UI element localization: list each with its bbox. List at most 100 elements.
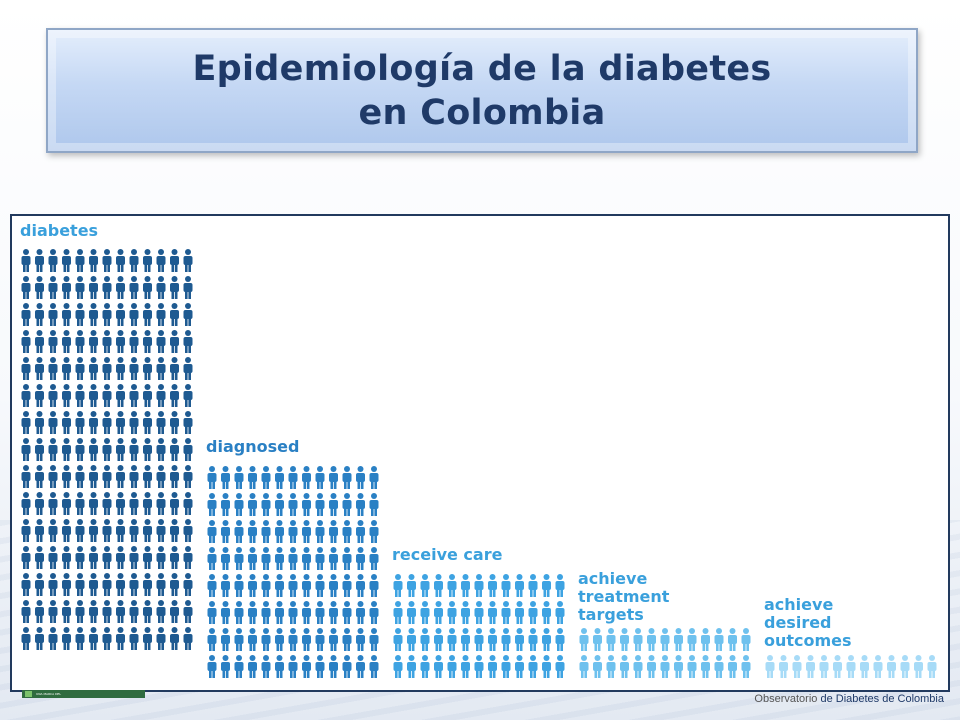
person-icon — [302, 520, 311, 543]
person-icon — [275, 574, 284, 597]
person-icon — [342, 520, 352, 543]
person-icon — [248, 493, 257, 516]
person-icon — [261, 628, 271, 651]
stage-label-achieve-desired-outcomes: achieve desired outcomes — [764, 595, 852, 650]
person-icon — [606, 655, 616, 678]
person-icon — [183, 600, 193, 623]
person-icon — [129, 438, 139, 461]
person-icon — [62, 303, 71, 326]
person-icon — [248, 466, 257, 489]
person-icon — [275, 655, 284, 678]
person-icon — [143, 438, 152, 461]
person-icon — [315, 493, 325, 516]
person-icon — [356, 628, 365, 651]
person-icon — [234, 601, 244, 624]
person-icon — [647, 655, 656, 678]
person-icon — [329, 466, 338, 489]
infographic-panel: diabetes diagnosed receive care achieve … — [10, 214, 950, 692]
person-icon — [806, 655, 815, 678]
person-icon — [62, 411, 71, 434]
stage-label-diagnosed: diagnosed — [206, 437, 300, 456]
person-icon — [116, 492, 125, 515]
person-icon — [89, 357, 98, 380]
person-icon — [48, 492, 58, 515]
person-icon — [35, 384, 44, 407]
person-icon — [21, 573, 31, 596]
person-icon — [488, 628, 497, 651]
person-icon — [75, 303, 85, 326]
title-banner: Epidemiología de la diabetes en Colombia — [46, 28, 918, 153]
person-icon — [75, 276, 85, 299]
person-icon — [234, 547, 244, 570]
person-icon — [129, 357, 139, 380]
person-icon — [129, 330, 139, 353]
person-icon — [102, 249, 112, 272]
person-icon — [447, 655, 457, 678]
person-icon — [183, 519, 193, 542]
person-icon — [48, 438, 58, 461]
person-icon — [143, 357, 152, 380]
person-icon — [156, 627, 166, 650]
stage-label-diabetes: diabetes — [20, 221, 99, 240]
person-icon — [48, 519, 58, 542]
person-icon — [143, 627, 152, 650]
person-icon — [48, 573, 58, 596]
person-icon — [833, 655, 842, 678]
person-icon — [369, 466, 379, 489]
person-icon — [48, 600, 58, 623]
person-icon — [62, 573, 71, 596]
person-icon — [234, 520, 244, 543]
person-icon — [183, 573, 193, 596]
person-icon — [474, 601, 484, 624]
person-icon — [89, 546, 98, 569]
person-icon — [288, 628, 298, 651]
person-icon — [170, 438, 179, 461]
person-icon — [21, 465, 31, 488]
person-icon — [860, 655, 869, 678]
person-icon — [35, 573, 44, 596]
person-icon — [102, 357, 112, 380]
person-icon — [170, 411, 179, 434]
person-icon — [207, 574, 217, 597]
person-icon — [116, 357, 125, 380]
person-icon — [170, 519, 179, 542]
person-icon — [48, 303, 58, 326]
person-icon — [21, 627, 31, 650]
person-icon — [221, 520, 230, 543]
person-icon — [221, 628, 230, 651]
person-icon — [129, 384, 139, 407]
person-icon — [555, 574, 565, 597]
person-icon — [248, 547, 257, 570]
person-icon — [75, 465, 85, 488]
person-icon — [728, 628, 737, 651]
person-icon — [75, 249, 85, 272]
person-icon — [221, 655, 230, 678]
person-icon — [21, 384, 31, 407]
person-icon — [302, 493, 311, 516]
people-grid-diagnosed — [206, 465, 382, 681]
person-icon — [356, 574, 365, 597]
person-icon — [102, 492, 112, 515]
person-icon — [170, 465, 179, 488]
person-icon — [62, 438, 71, 461]
person-icon — [35, 546, 44, 569]
stage-label-achieve-treatment-targets: achieve treatment targets — [578, 569, 670, 624]
person-icon — [329, 628, 338, 651]
person-icon — [593, 655, 602, 678]
person-icon — [143, 600, 152, 623]
person-icon — [488, 601, 497, 624]
person-icon — [116, 276, 125, 299]
person-icon — [288, 601, 298, 624]
person-icon — [156, 546, 166, 569]
person-icon — [555, 628, 565, 651]
person-icon — [447, 628, 457, 651]
person-icon — [143, 330, 152, 353]
person-icon — [633, 655, 643, 678]
person-icon — [62, 384, 71, 407]
people-grid-receive-care — [392, 573, 568, 681]
person-icon — [356, 655, 365, 678]
person-icon — [75, 411, 85, 434]
person-icon — [89, 465, 98, 488]
person-icon — [170, 492, 179, 515]
person-icon — [143, 276, 152, 299]
